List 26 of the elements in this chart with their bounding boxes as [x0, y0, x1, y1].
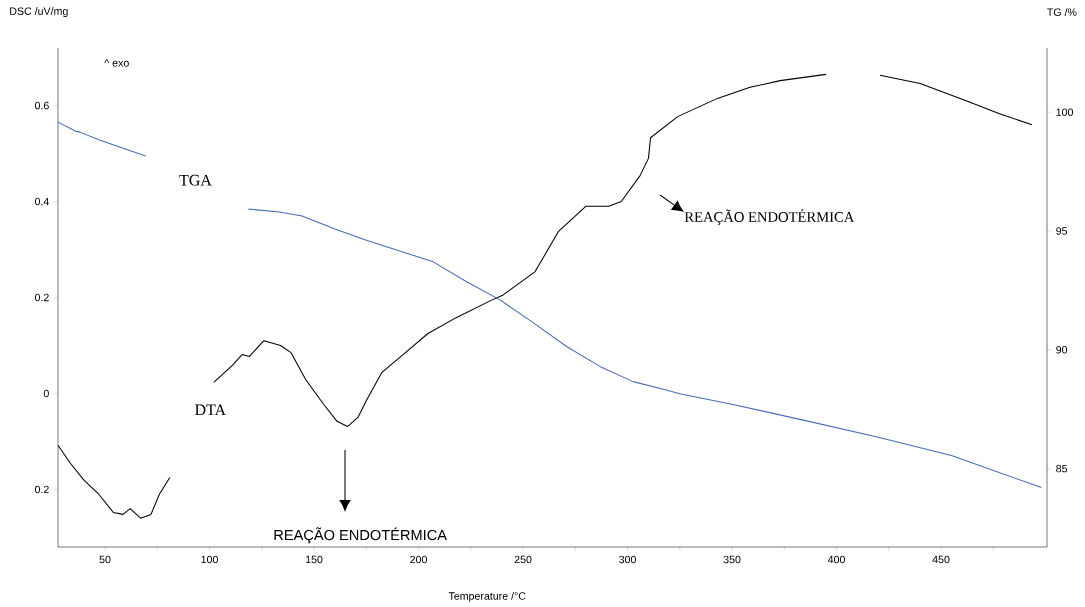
x-axis-title: Temperature /°C [448, 591, 526, 602]
annotation: ^ exo [104, 59, 129, 67]
x-tick-label: 150 [305, 555, 323, 564]
y2-tick-label: 90 [1056, 346, 1068, 354]
y2-tick-label: 85 [1056, 464, 1068, 473]
y-tick-label: 0 [43, 389, 49, 398]
y-tick-label: 0.4 [34, 197, 49, 206]
y-axis-title: DSC /uV/mg [10, 7, 68, 18]
y2-tick-label: 100 [1056, 108, 1074, 116]
annotation: REAÇÃO ENDOTÉRMICA [274, 527, 447, 544]
y2-tick-label: 95 [1056, 227, 1068, 235]
x-tick-label: 350 [723, 555, 741, 564]
annotation: REAÇÃO ENDOTÉRMICA [684, 209, 855, 225]
text: TGA [179, 174, 212, 186]
x-tick-label: 300 [619, 555, 636, 564]
x-tick-label: 400 [827, 555, 845, 564]
x-tick-label: 100 [201, 555, 218, 564]
x-tick-label: 250 [514, 555, 532, 564]
y2-axis-title: TG /% [1047, 8, 1077, 16]
y-tick-label: 0.2 [34, 293, 49, 302]
x-tick-label: 50 [99, 555, 111, 564]
x-tick-label: 450 [932, 555, 950, 564]
y-tick-label: 0.2 [34, 485, 49, 494]
x-tick-label: 200 [410, 555, 427, 564]
y-tick-label: 0.6 [34, 101, 49, 110]
series-label: DTA [195, 404, 226, 416]
